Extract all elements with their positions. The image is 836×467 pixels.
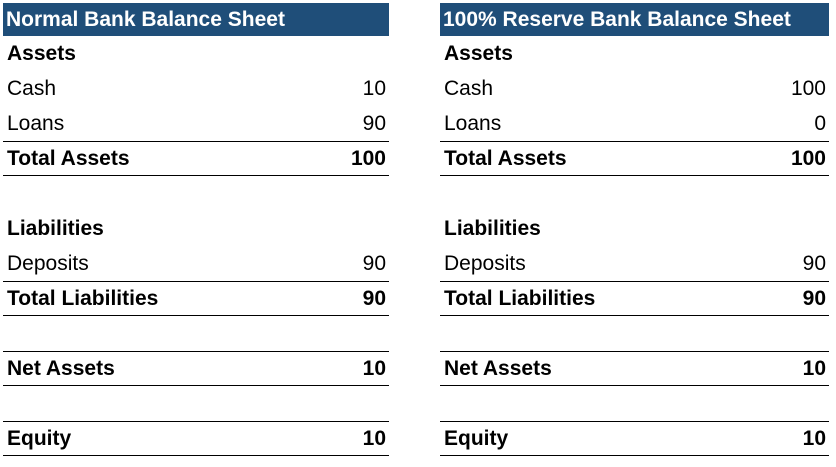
- loans-label: Loans: [7, 111, 65, 135]
- net-assets-label: Net Assets: [7, 356, 115, 380]
- net-assets-label: Net Assets: [444, 356, 552, 380]
- liabilities-heading-row: Liabilities: [3, 211, 389, 246]
- total-assets-row: Total Assets 100: [3, 141, 389, 176]
- loans-value: 0: [814, 111, 826, 135]
- equity-row: Equity 10: [3, 421, 389, 456]
- cash-row: Cash 100: [440, 71, 829, 106]
- total-liabilities-label: Total Liabilities: [444, 286, 596, 310]
- spacer-row: [440, 176, 829, 211]
- cash-label: Cash: [7, 76, 57, 100]
- spacer-row: [440, 316, 829, 351]
- loans-value: 90: [362, 111, 386, 135]
- liabilities-heading-row: Liabilities: [440, 211, 829, 246]
- spacer-row: [3, 316, 389, 351]
- cash-value: 100: [790, 76, 826, 100]
- deposits-row: Deposits 90: [3, 246, 389, 281]
- net-assets-value: 10: [362, 356, 386, 380]
- loans-label: Loans: [444, 111, 502, 135]
- total-liabilities-label: Total Liabilities: [7, 286, 159, 310]
- assets-heading-row: Assets: [3, 36, 389, 71]
- equity-label: Equity: [444, 426, 509, 450]
- assets-heading: Assets: [7, 41, 76, 65]
- total-assets-value: 100: [350, 146, 386, 170]
- equity-value: 10: [362, 426, 386, 450]
- deposits-value: 90: [802, 251, 826, 275]
- total-liabilities-row: Total Liabilities 90: [440, 281, 829, 316]
- total-assets-label: Total Assets: [7, 146, 130, 170]
- loans-row: Loans 90: [3, 106, 389, 141]
- liabilities-heading: Liabilities: [444, 216, 541, 240]
- net-assets-row: Net Assets 10: [3, 351, 389, 386]
- reserve-bank-balance-sheet: 100% Reserve Bank Balance Sheet Assets C…: [440, 3, 829, 456]
- spacer-row: [440, 386, 829, 421]
- normal-bank-balance-sheet: Normal Bank Balance Sheet Assets Cash 10…: [3, 3, 389, 456]
- deposits-label: Deposits: [444, 251, 526, 275]
- sheet-title: Normal Bank Balance Sheet: [3, 3, 389, 36]
- net-assets-row: Net Assets 10: [440, 351, 829, 386]
- equity-value: 10: [802, 426, 826, 450]
- cash-value: 10: [362, 76, 386, 100]
- total-assets-label: Total Assets: [444, 146, 567, 170]
- deposits-row: Deposits 90: [440, 246, 829, 281]
- equity-row: Equity 10: [440, 421, 829, 456]
- cash-label: Cash: [444, 76, 494, 100]
- total-liabilities-value: 90: [802, 286, 826, 310]
- spacer-row: [3, 176, 389, 211]
- total-liabilities-value: 90: [362, 286, 386, 310]
- total-liabilities-row: Total Liabilities 90: [3, 281, 389, 316]
- deposits-value: 90: [362, 251, 386, 275]
- equity-label: Equity: [7, 426, 72, 450]
- sheet-title: 100% Reserve Bank Balance Sheet: [440, 3, 829, 36]
- cash-row: Cash 10: [3, 71, 389, 106]
- total-assets-value: 100: [790, 146, 826, 170]
- total-assets-row: Total Assets 100: [440, 141, 829, 176]
- assets-heading: Assets: [444, 41, 513, 65]
- net-assets-value: 10: [802, 356, 826, 380]
- assets-heading-row: Assets: [440, 36, 829, 71]
- spacer-row: [3, 386, 389, 421]
- deposits-label: Deposits: [7, 251, 89, 275]
- loans-row: Loans 0: [440, 106, 829, 141]
- liabilities-heading: Liabilities: [7, 216, 104, 240]
